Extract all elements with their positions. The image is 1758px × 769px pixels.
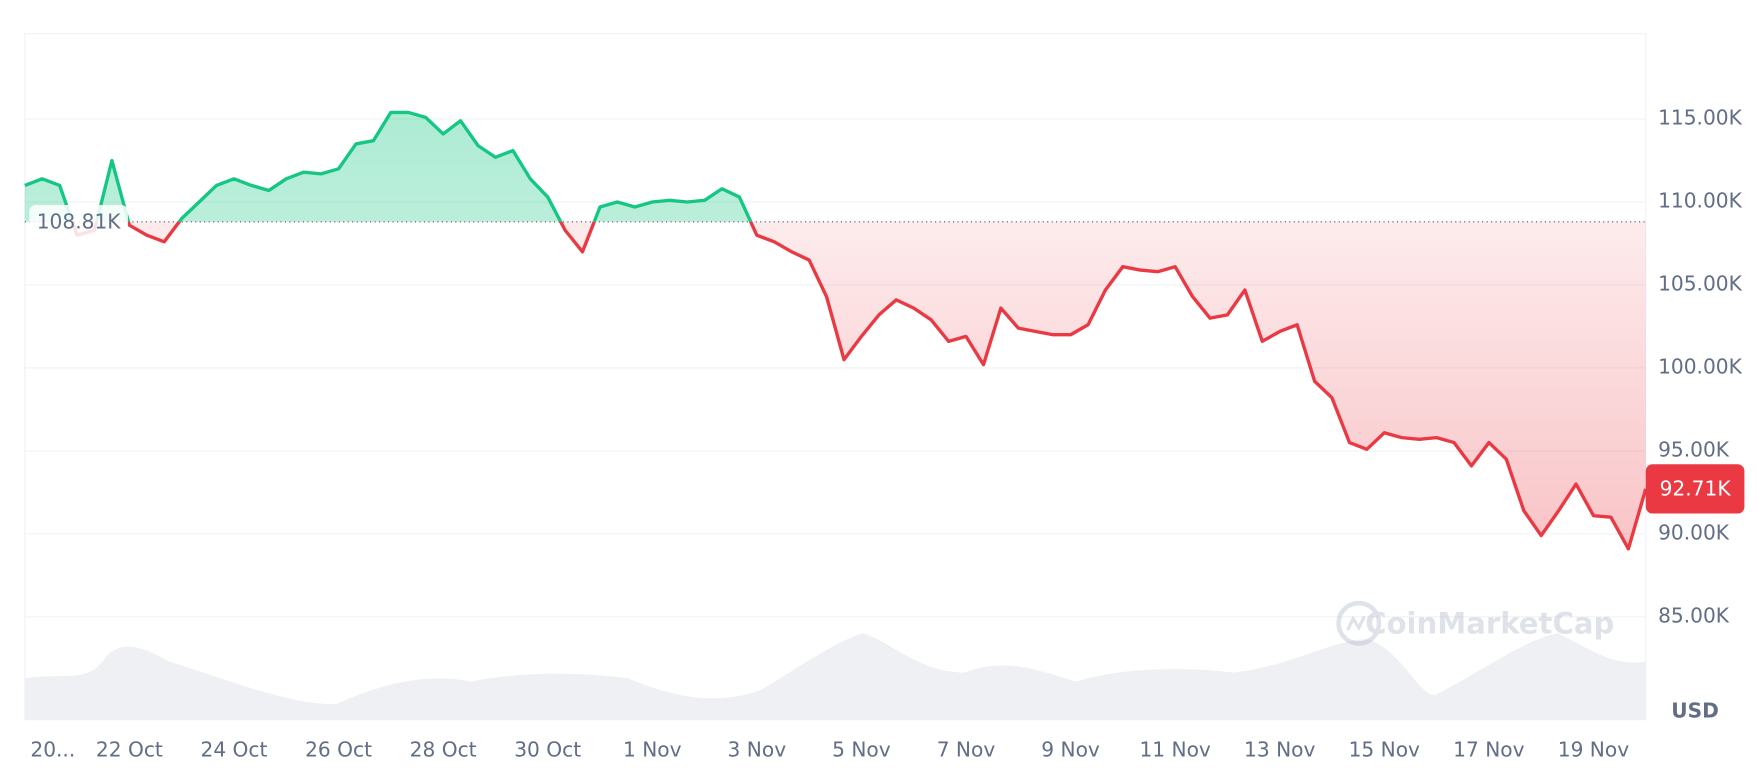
baseline-label-bg [29, 204, 128, 239]
x-tick-label: 3 Nov [728, 738, 787, 762]
area-down [72, 221, 1646, 549]
x-tick-label: 22 Oct [96, 738, 163, 762]
x-tick-label: 15 Nov [1349, 738, 1420, 762]
y-tick-label: 105.00K [1658, 271, 1743, 295]
price-line-up [24, 110, 753, 222]
y-unit: USD [1671, 698, 1719, 722]
x-tick-label: 7 Nov [937, 738, 996, 762]
y-tick-label: 90.00K [1658, 520, 1730, 544]
price-line-down [70, 221, 1648, 551]
x-tick-label: 20... [30, 738, 75, 762]
watermark-text: CoinMarketCap [1365, 607, 1614, 641]
baseline-label: 108.81K [37, 209, 122, 233]
x-tick-label: 28 Oct [410, 738, 477, 762]
price-tag [1645, 464, 1745, 514]
y-tick-label: 100.00K [1658, 354, 1743, 378]
area-up [24, 112, 1646, 222]
y-tick-label: 115.00K [1658, 106, 1743, 130]
y-tick-label: 110.00K [1658, 189, 1743, 213]
x-tick-label: 26 Oct [305, 738, 372, 762]
x-tick-label: 5 Nov [832, 738, 891, 762]
volume-backdrop [24, 633, 1646, 720]
marks: 108.81K 92.71K [24, 110, 1745, 551]
x-tick-label: 13 Nov [1244, 738, 1315, 762]
x-tick-label: 19 Nov [1558, 738, 1629, 762]
watermark: CoinMarketCap [1336, 600, 1614, 646]
x-tick-label: 1 Nov [623, 738, 682, 762]
price-tag-label: 92.71K [1660, 477, 1732, 501]
y-tick-label: 95.00K [1658, 437, 1730, 461]
x-tick-label: 11 Nov [1139, 738, 1210, 762]
x-tick-label: 17 Nov [1453, 738, 1524, 762]
x-tick-label: 30 Oct [514, 738, 581, 762]
x-tick-label: 9 Nov [1041, 738, 1100, 762]
y-tick-label: 85.00K [1658, 603, 1730, 627]
x-tick-label: 24 Oct [201, 738, 268, 762]
